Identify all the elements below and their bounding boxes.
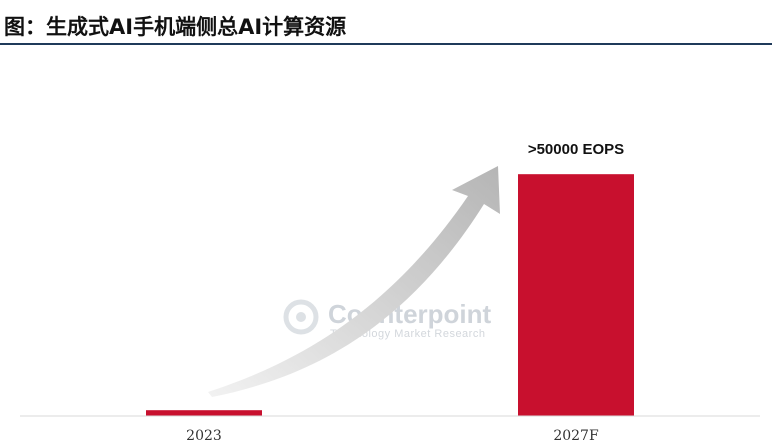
trend-arrow	[208, 166, 500, 397]
watermark: Counterpoint Technology Market Research	[283, 299, 492, 340]
watermark-tagline: Technology Market Research	[330, 328, 485, 340]
watermark-logo-icon	[283, 299, 319, 335]
bar-2023	[146, 410, 262, 416]
title-divider	[0, 43, 772, 45]
x-tick-label-2027f: 2027F	[553, 428, 599, 444]
trend-arrow-shape	[208, 166, 500, 397]
x-tick-label-2023: 2023	[186, 428, 222, 444]
watermark-logo-dot	[296, 312, 306, 322]
chart-title: 图：生成式AI手机端侧总AI计算资源	[4, 15, 347, 39]
bar-2027f	[518, 174, 634, 416]
data-label-2027f: >50000 EOPS	[528, 141, 624, 158]
